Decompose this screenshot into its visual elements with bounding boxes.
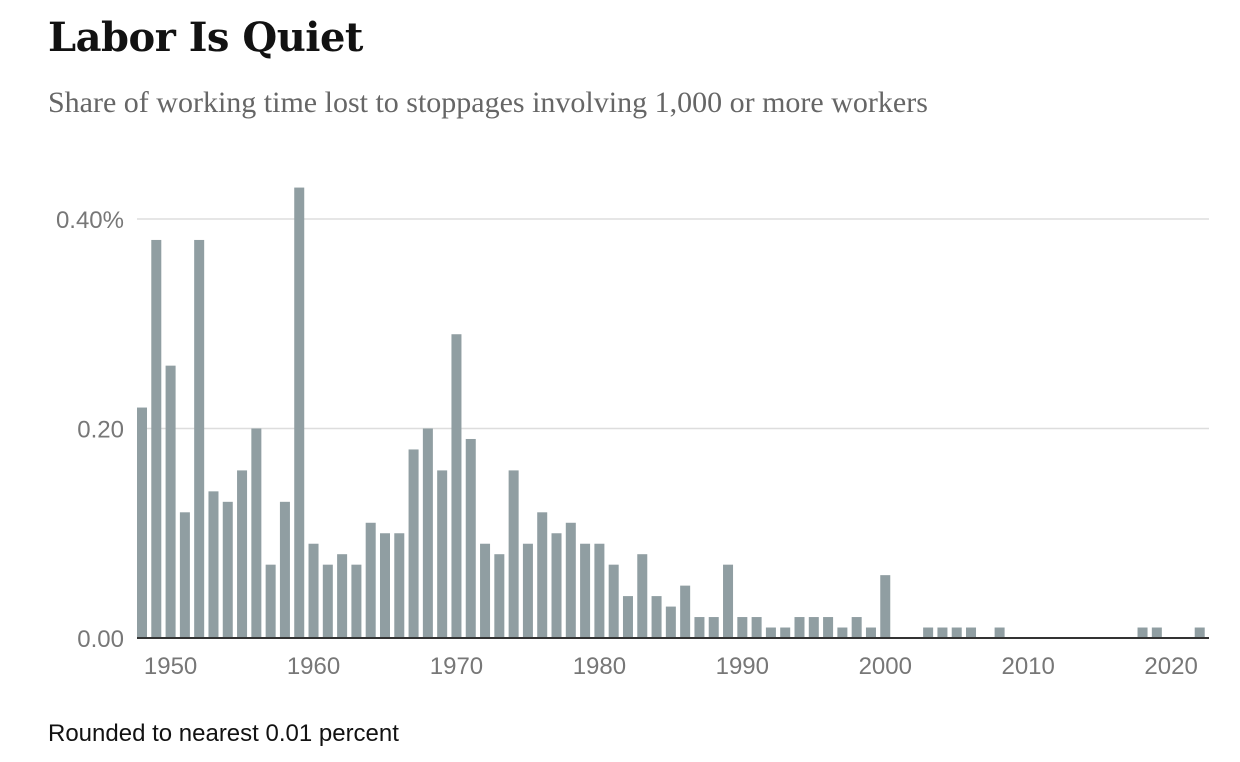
bar-1969 [437,470,448,638]
bar-1948 [137,407,148,638]
y-tick-labels: 0.40% 0.20 0.00 [56,207,124,653]
bar-1983 [637,554,648,638]
bar-1997 [837,627,848,638]
x-tick-label: 2010 [1001,653,1054,680]
bar-2008 [994,627,1005,638]
bar-1993 [780,627,791,638]
bar-1954 [222,501,233,638]
chart-subtitle: Share of working time lost to stoppages … [48,86,928,119]
bar-1959 [294,187,305,638]
x-tick-label: 1990 [716,653,769,680]
footnote: Rounded to nearest 0.01 percent [48,720,399,747]
bar-1996 [823,617,834,638]
chart-title: Labor Is Quiet [48,14,363,61]
gridlines [137,218,1209,430]
bar-1971 [465,438,476,638]
bar-1972 [480,543,491,638]
bar-1958 [279,501,290,638]
x-tick-labels: 1950 1960 1970 1980 1990 2000 2010 2020 [144,653,1198,680]
bar-1956 [251,428,262,638]
bar-1968 [422,428,433,638]
bar-2022 [1194,627,1205,638]
bar-1955 [237,470,248,638]
bar-2000 [880,575,891,638]
bar-1949 [151,239,162,638]
bar-1965 [379,533,390,638]
bar-1981 [608,564,619,638]
bar-1987 [694,617,705,638]
bar-1990 [737,617,748,638]
bar-2019 [1151,627,1162,638]
bar-2006 [966,627,977,638]
bar-1988 [708,617,719,638]
bar-1976 [537,512,548,638]
bar-1989 [723,564,734,638]
y-tick-label: 0.40% [56,207,124,234]
bar-1982 [622,596,633,638]
x-tick-label: 2000 [859,653,912,680]
bar-2003 [923,627,934,638]
x-tick-label: 1960 [287,653,340,680]
x-tick-label: 2020 [1144,653,1197,680]
y-tick-label: 0.00 [77,626,124,653]
bar-1992 [765,627,776,638]
bar-1980 [594,543,605,638]
bar-1950 [165,365,176,638]
bar-1953 [208,491,219,638]
bar-1962 [337,554,348,638]
bar-1999 [865,627,876,638]
bar-1951 [179,512,190,638]
bar-1998 [851,617,862,638]
bars [137,187,1205,639]
bar-1979 [580,543,591,638]
bar-2018 [1137,627,1148,638]
bar-2005 [951,627,962,638]
bar-1974 [508,470,519,638]
bar-1991 [751,617,762,638]
bar-1960 [308,543,319,638]
bar-1978 [565,522,576,638]
bar-1963 [351,564,362,638]
bar-1986 [680,585,691,639]
bar-1957 [265,564,276,638]
bar-1967 [408,449,419,638]
bar-1985 [665,606,676,638]
bar-1977 [551,533,562,638]
x-tick-label: 1980 [573,653,626,680]
bar-1973 [494,554,505,638]
bar-2004 [937,627,948,638]
bar-1970 [451,334,462,638]
x-tick-label: 1970 [430,653,483,680]
bar-1964 [365,522,376,638]
bar-1975 [522,543,533,638]
x-tick-label: 1950 [144,653,197,680]
bar-1984 [651,596,662,638]
bar-1961 [322,564,333,638]
bar-1952 [194,239,205,638]
bar-1994 [794,617,805,638]
bar-1995 [808,617,819,638]
y-tick-label: 0.20 [77,417,124,444]
bar-1966 [394,533,405,638]
